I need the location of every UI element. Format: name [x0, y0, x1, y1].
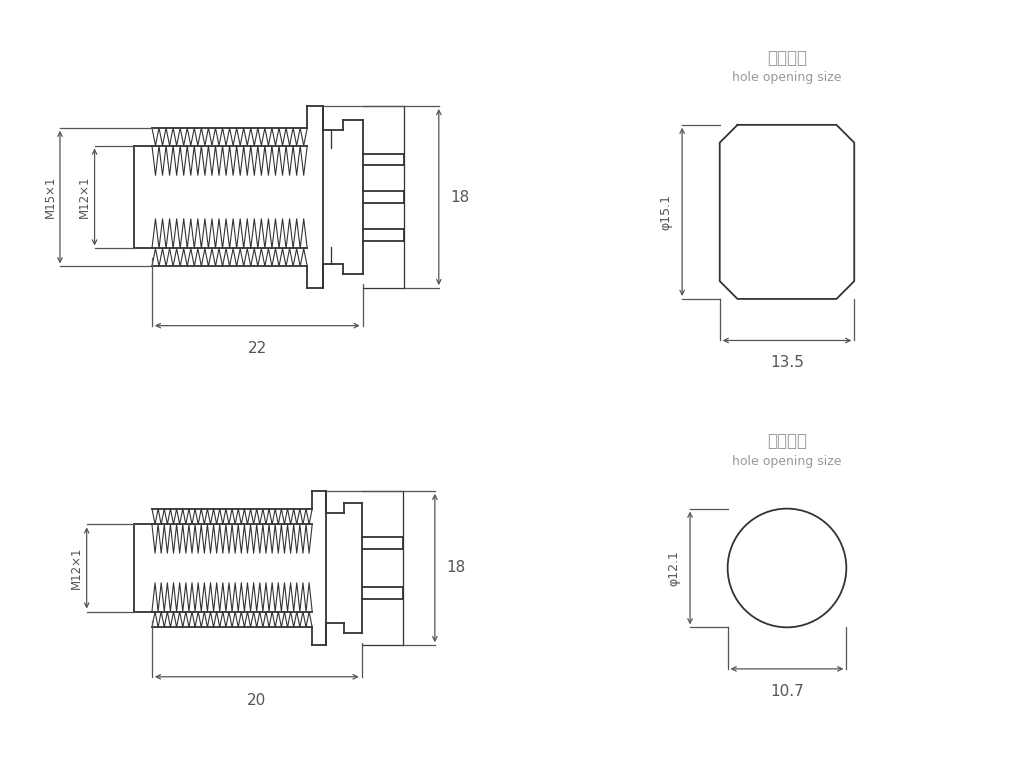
Text: 20: 20: [247, 693, 266, 707]
Text: hole opening size: hole opening size: [732, 71, 842, 84]
Text: 10.7: 10.7: [770, 684, 804, 699]
Text: 开孔尺寸: 开孔尺寸: [767, 432, 807, 450]
Text: hole opening size: hole opening size: [732, 455, 842, 468]
Text: φ12.1: φ12.1: [668, 550, 681, 586]
Text: 18: 18: [446, 561, 466, 575]
Text: φ15.1: φ15.1: [659, 194, 673, 230]
Text: 18: 18: [451, 190, 470, 204]
Text: 22: 22: [248, 342, 267, 356]
Text: M12×1: M12×1: [71, 547, 83, 589]
Text: 13.5: 13.5: [770, 356, 804, 370]
Text: 开孔尺寸: 开孔尺寸: [767, 48, 807, 67]
Text: M15×1: M15×1: [44, 176, 56, 218]
Text: M12×1: M12×1: [78, 176, 91, 218]
